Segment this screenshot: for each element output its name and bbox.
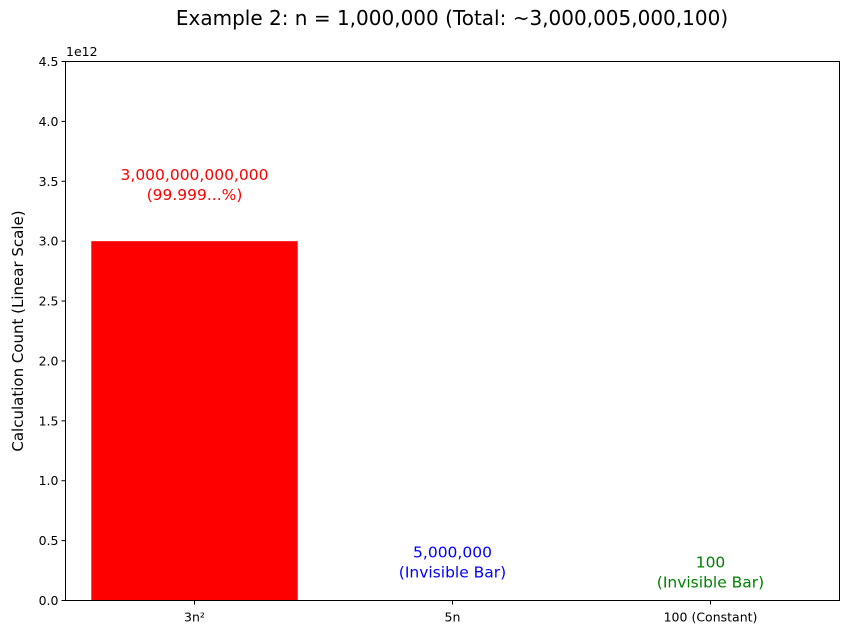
y-tick-label: 0.5 [39,533,59,548]
y-tick-label: 2.0 [39,353,59,368]
x-tick-label: 5n [445,610,461,625]
y-axis-label: Calculation Count (Linear Scale) [9,210,27,451]
bar-annotations: 3,000,000,000,000 (99.999...%) 5,000,000 (I… [121,166,765,591]
bar-value-label: 5,000,000 (Invisible Bar) [399,544,506,582]
y-tick-label: 4.0 [39,114,59,129]
y-tick-label: 3.0 [39,234,59,249]
x-tick-label: 3n² [184,610,205,625]
plot-frame [65,61,840,601]
y-tick-label: 1.0 [39,473,59,488]
bars [91,241,556,601]
y-tick-label: 2.5 [39,294,59,309]
y-axis-offset-label: 1e12 [66,44,98,59]
chart-title: Example 2: n = 1,000,000 (Total: ~3,000,… [176,6,728,30]
y-tick-label: 1.5 [39,413,59,428]
y-tick-label: 0.0 [39,593,59,608]
y-tick-label: 4.5 [39,54,59,69]
bar [91,241,298,601]
x-tick-label: 100 (Constant) [664,610,758,625]
y-axis: 0.0 0.5 1.0 1.5 2.0 2.5 3.0 3.5 4.0 4.5 [39,54,66,608]
bar-value-label: 3,000,000,000,000 (99.999...%) [121,166,269,204]
y-tick-label: 3.5 [39,174,59,189]
bar-value-label: 100 (Invisible Bar) [657,554,764,592]
x-axis: 3n² 5n 100 (Constant) [184,600,758,625]
